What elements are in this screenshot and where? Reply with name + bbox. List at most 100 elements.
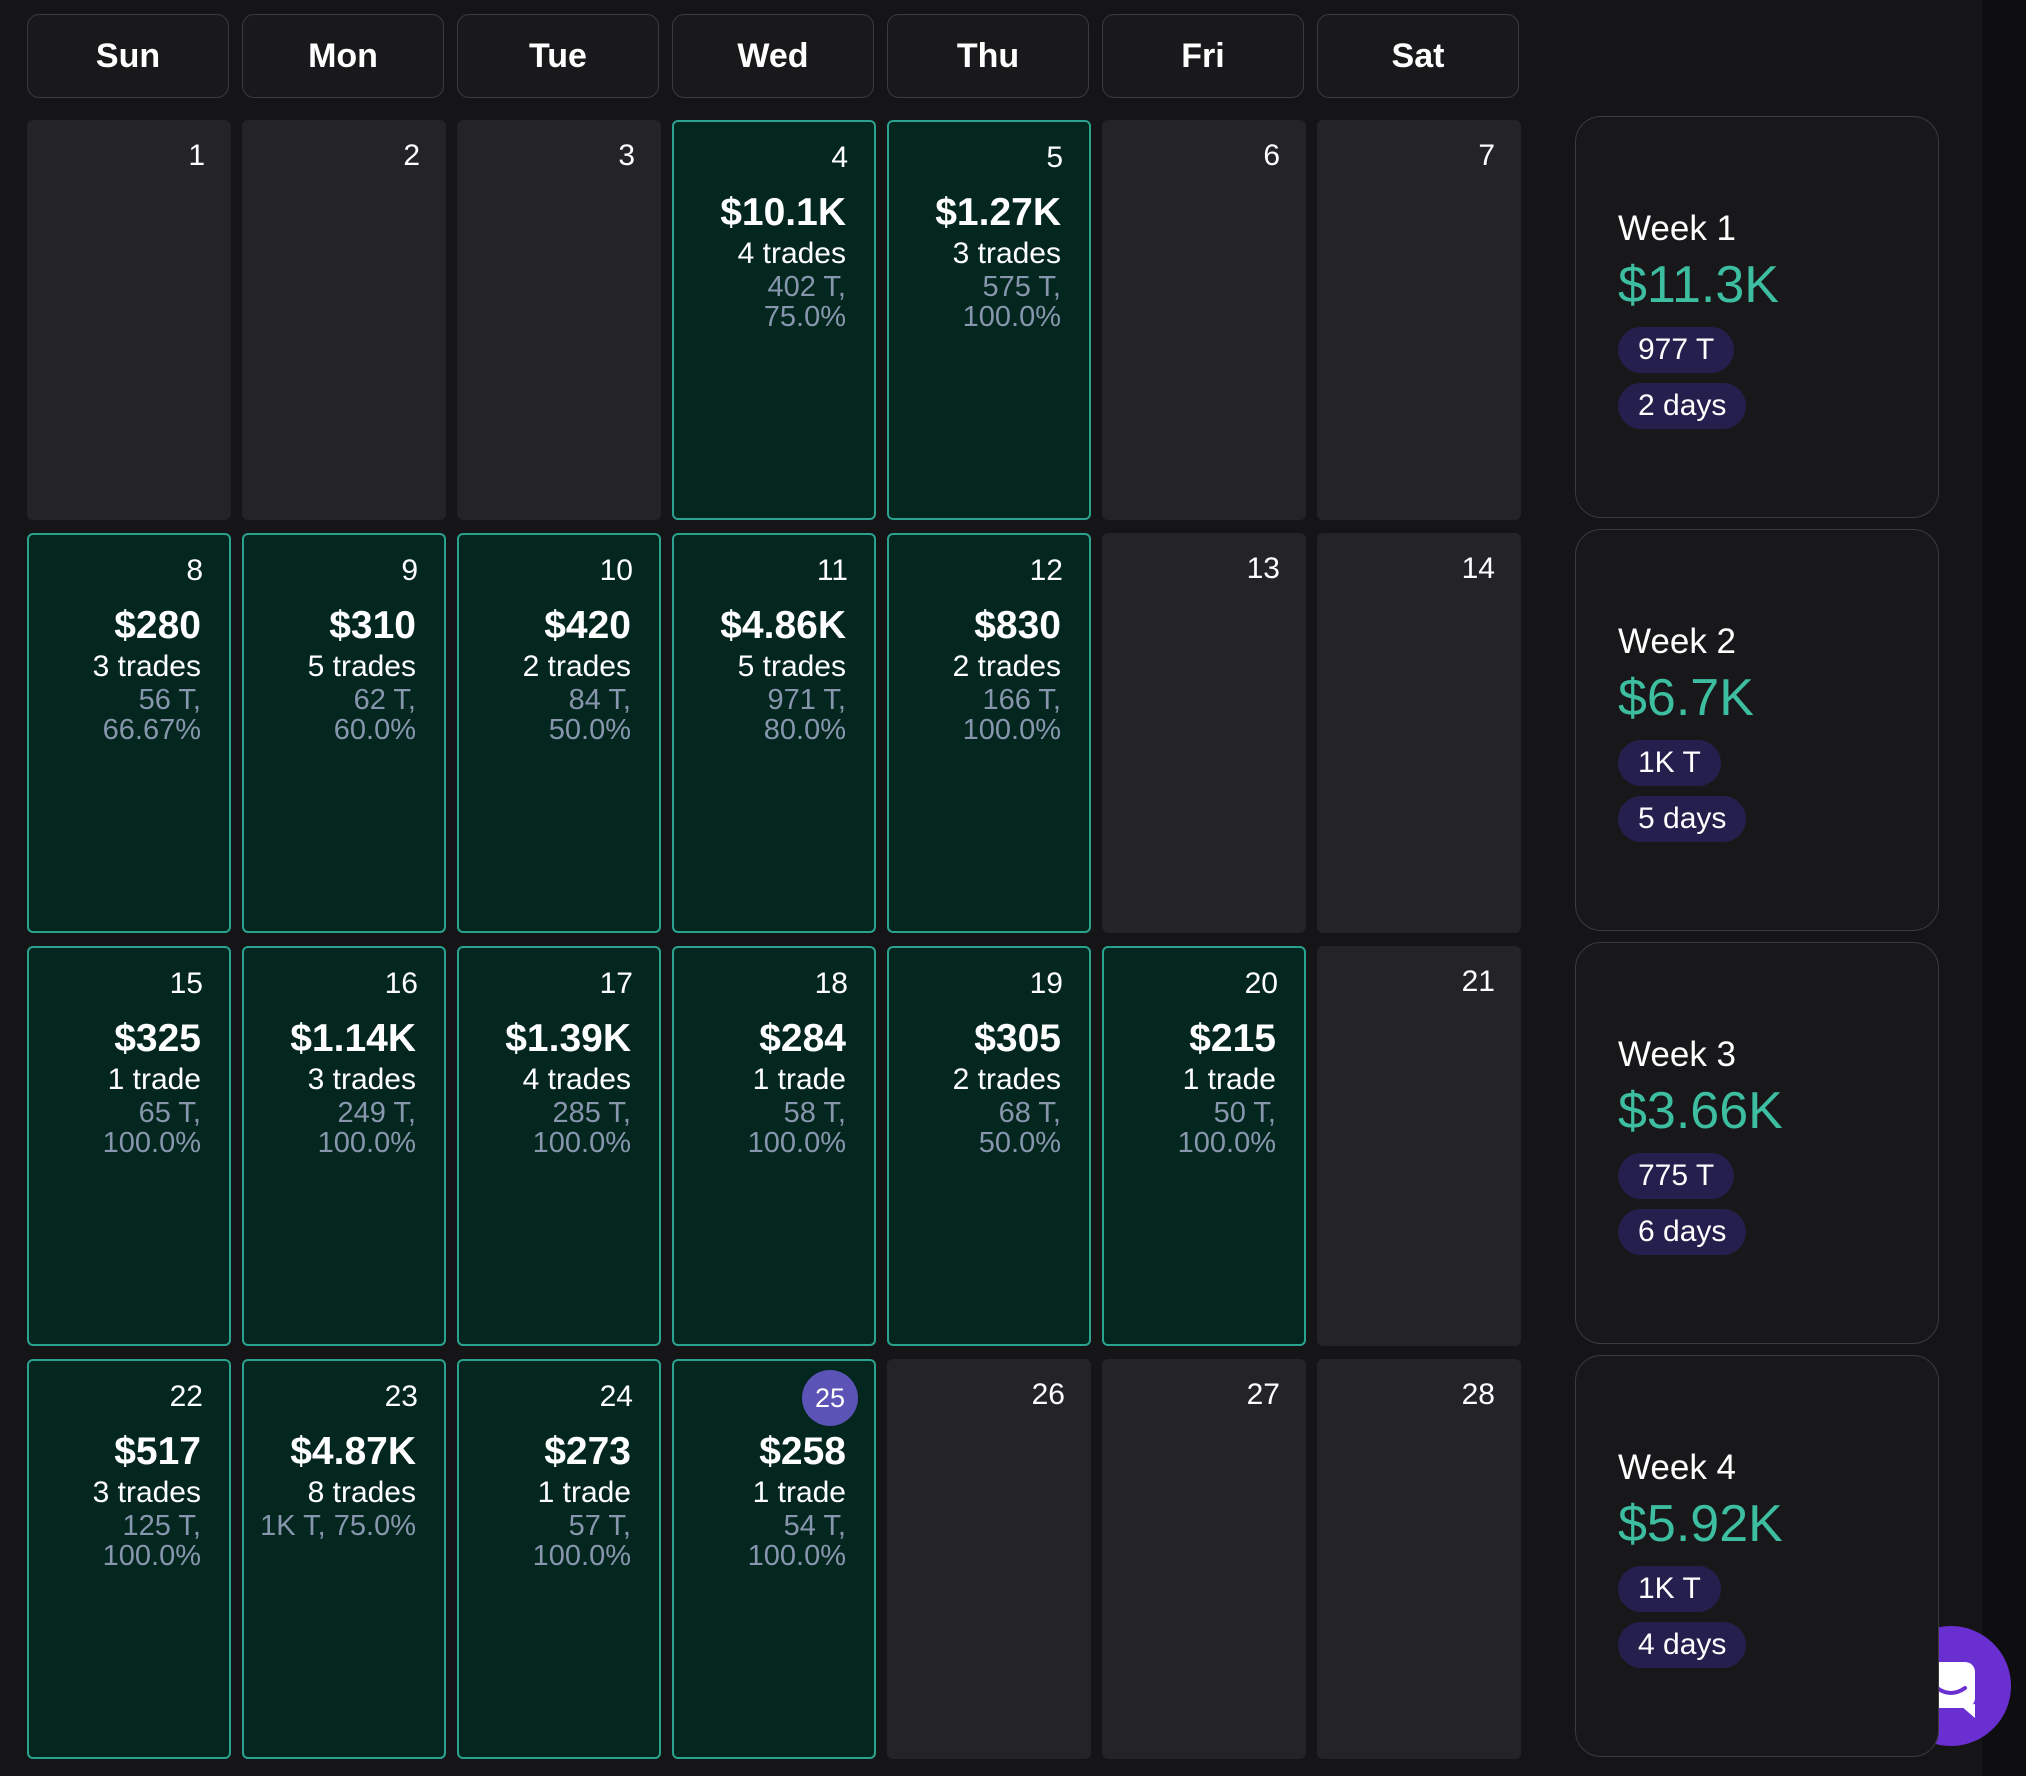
day-pnl: $4.87K: [290, 1430, 416, 1473]
day-cell: 16 $1.14K 3 trades 249 T, 100.0%: [242, 946, 446, 1346]
day-stats: 100.0%: [317, 1127, 416, 1159]
day-number: 15: [169, 967, 203, 1000]
day-stats: 65 T,: [138, 1097, 201, 1129]
day-pnl: $517: [114, 1430, 201, 1473]
day-stats: 50.0%: [548, 714, 631, 746]
day-cell: 25 $258 1 trade 54 T, 100.0%: [672, 1359, 876, 1759]
weekday-header: Thu: [887, 14, 1089, 98]
day-stats: 62 T,: [353, 684, 416, 716]
day-cell: 13: [1102, 533, 1306, 933]
day-trades: 3 trades: [92, 1476, 201, 1509]
day-trades: 1 trade: [1182, 1063, 1276, 1096]
day-cell: 3: [457, 120, 661, 520]
day-stats: 50.0%: [978, 1127, 1061, 1159]
day-stats: 100.0%: [747, 1540, 846, 1572]
day-number: 9: [401, 554, 418, 587]
week-ticks: 1K T: [1618, 1566, 1721, 1612]
day-stats: 54 T,: [783, 1510, 846, 1542]
day-cell: 19 $305 2 trades 68 T, 50.0%: [887, 946, 1091, 1346]
week-card: Week 2 $6.7K 1K T 5 days: [1575, 529, 1939, 931]
day-cell: 24 $273 1 trade 57 T, 100.0%: [457, 1359, 661, 1759]
day-cell: 15 $325 1 trade 65 T, 100.0%: [27, 946, 231, 1346]
day-summary: $4.86K 5 trades 971 T, 80.0%: [720, 603, 846, 745]
day-pnl: $215: [1189, 1017, 1276, 1060]
weekday-header: Tue: [457, 14, 659, 98]
day-number: 24: [599, 1380, 633, 1413]
day-pnl: $1.14K: [290, 1017, 416, 1060]
day-stats: 80.0%: [763, 714, 846, 746]
weekday-header: Mon: [242, 14, 444, 98]
day-number: 23: [384, 1380, 418, 1413]
day-cell: 10 $420 2 trades 84 T, 50.0%: [457, 533, 661, 933]
day-stats: 58 T,: [783, 1097, 846, 1129]
day-cell: 21: [1317, 946, 1521, 1346]
day-number: 8: [186, 554, 203, 587]
day-number: 3: [618, 139, 635, 172]
day-trades: 1 trade: [752, 1476, 846, 1509]
day-number: 25: [802, 1370, 858, 1426]
week-label: Week 3: [1618, 1035, 1737, 1074]
day-number: 7: [1478, 139, 1495, 172]
day-number: 21: [1461, 965, 1495, 998]
day-number: 6: [1263, 139, 1280, 172]
day-summary: $284 1 trade 58 T, 100.0%: [748, 1016, 846, 1158]
day-number: 18: [814, 967, 848, 1000]
day-pnl: $1.39K: [505, 1017, 631, 1060]
weekday-header: Sun: [27, 14, 229, 98]
day-stats: 75.0%: [763, 301, 846, 333]
week-days: 4 days: [1618, 1622, 1747, 1668]
day-summary: $420 2 trades 84 T, 50.0%: [523, 603, 631, 745]
day-number: 28: [1461, 1378, 1495, 1411]
day-stats: 60.0%: [333, 714, 416, 746]
week-ticks: 775 T: [1618, 1153, 1735, 1199]
week-card: Week 3 $3.66K 775 T 6 days: [1575, 942, 1939, 1344]
day-trades: 5 trades: [737, 650, 846, 683]
day-trades: 1 trade: [752, 1063, 846, 1096]
day-pnl: $310: [329, 604, 416, 647]
day-summary: $215 1 trade 50 T, 100.0%: [1178, 1016, 1276, 1158]
weekday-header: Wed: [672, 14, 874, 98]
day-summary: $258 1 trade 54 T, 100.0%: [748, 1429, 846, 1571]
day-trades: 1 trade: [537, 1476, 631, 1509]
week-label: Week 2: [1618, 622, 1737, 661]
day-summary: $310 5 trades 62 T, 60.0%: [308, 603, 416, 745]
week-pnl: $5.92K: [1618, 1495, 1783, 1553]
day-trades: 2 trades: [952, 1063, 1061, 1096]
day-cell: 8 $280 3 trades 56 T, 66.67%: [27, 533, 231, 933]
day-trades: 8 trades: [307, 1476, 416, 1509]
day-cell: 20 $215 1 trade 50 T, 100.0%: [1102, 946, 1306, 1346]
week-card: Week 4 $5.92K 1K T 4 days: [1575, 1355, 1939, 1757]
day-cell: 14: [1317, 533, 1521, 933]
day-cell: 18 $284 1 trade 58 T, 100.0%: [672, 946, 876, 1346]
week-pnl: $11.3K: [1618, 256, 1779, 314]
day-number: 14: [1461, 552, 1495, 585]
day-number: 4: [831, 141, 848, 174]
week-label: Week 4: [1618, 1448, 1737, 1487]
day-number: 22: [169, 1380, 203, 1413]
day-trades: 3 trades: [952, 237, 1061, 270]
day-stats: 971 T,: [767, 684, 846, 716]
day-stats: 125 T,: [122, 1510, 201, 1542]
day-cell: 4 $10.1K 4 trades 402 T, 75.0%: [672, 120, 876, 520]
day-stats: 402 T,: [767, 271, 846, 303]
week-label: Week 1: [1618, 209, 1737, 248]
day-summary: $1.27K 3 trades 575 T, 100.0%: [935, 190, 1061, 332]
day-summary: $830 2 trades 166 T, 100.0%: [953, 603, 1061, 745]
day-pnl: $273: [544, 1430, 631, 1473]
day-stats: 100.0%: [962, 301, 1061, 333]
day-pnl: $325: [114, 1017, 201, 1060]
day-stats: 100.0%: [1177, 1127, 1276, 1159]
day-stats: 84 T,: [568, 684, 631, 716]
week-card: Week 1 $11.3K 977 T 2 days: [1575, 116, 1939, 518]
day-stats: 68 T,: [998, 1097, 1061, 1129]
day-trades: 4 trades: [522, 1063, 631, 1096]
day-summary: $1.39K 4 trades 285 T, 100.0%: [505, 1016, 631, 1158]
day-number: 17: [599, 967, 633, 1000]
day-number: 1: [188, 139, 205, 172]
day-stats: 100.0%: [102, 1127, 201, 1159]
day-cell: 1: [27, 120, 231, 520]
day-number: 16: [384, 967, 418, 1000]
day-summary: $325 1 trade 65 T, 100.0%: [103, 1016, 201, 1158]
day-pnl: $258: [759, 1430, 846, 1473]
week-days: 2 days: [1618, 383, 1747, 429]
